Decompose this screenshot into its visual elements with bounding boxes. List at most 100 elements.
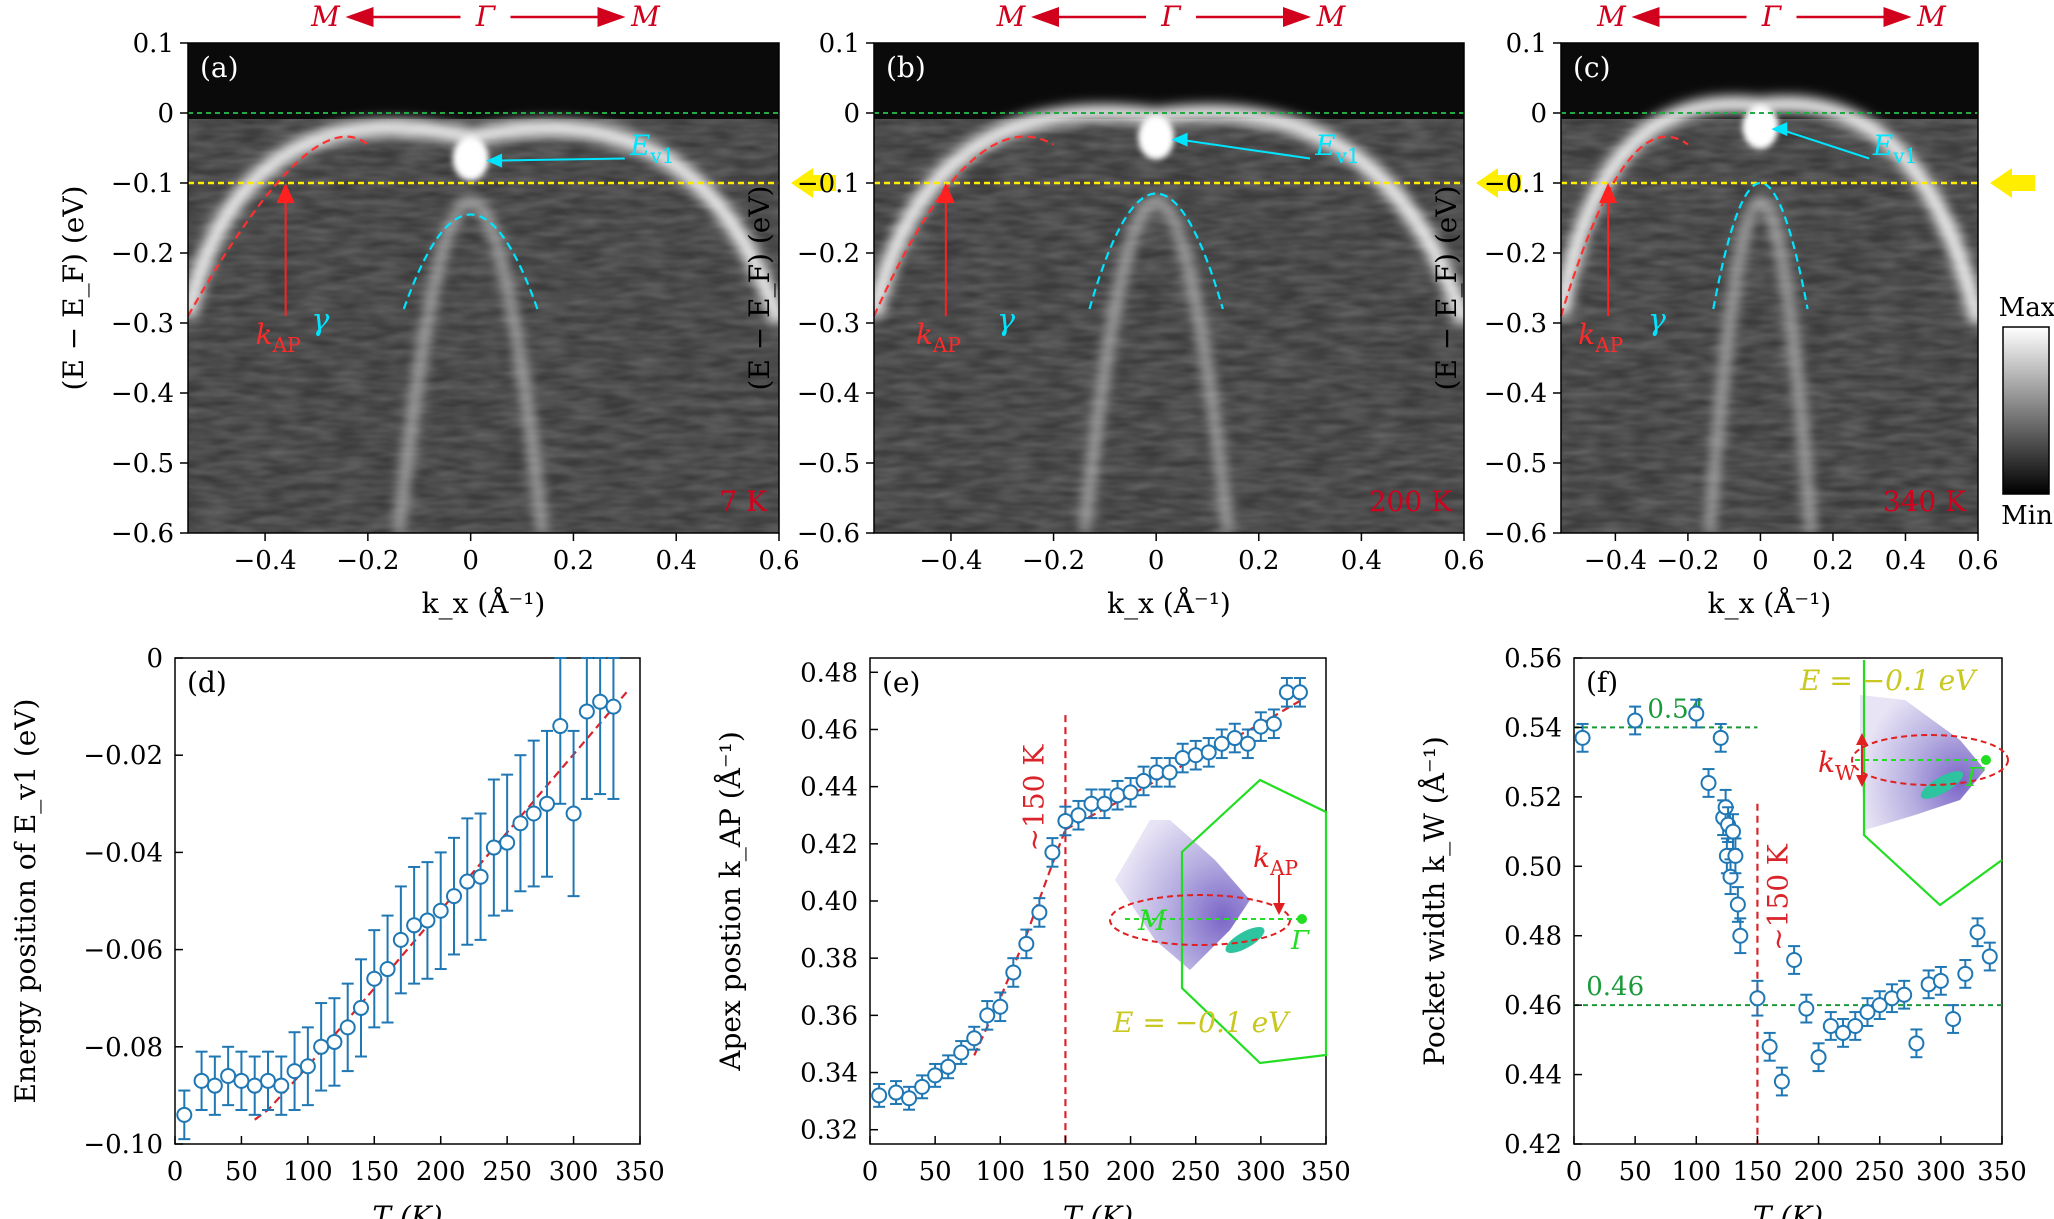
y-tick-label: 0.32 [800, 1116, 858, 1146]
data-point [326, 997, 343, 1087]
x-tick-label: 0.2 [1238, 546, 1279, 576]
y-tick-label: 0.46 [800, 715, 858, 745]
data-point [1732, 917, 1749, 955]
marker [979, 1007, 996, 1024]
colorbar-max-label: Max [1999, 293, 2054, 323]
apex-spot [1742, 105, 1779, 149]
kap-label: kAP [256, 318, 301, 357]
x-tick-label: 0 [862, 1157, 879, 1187]
arrow-right-head [1283, 7, 1311, 27]
direction-right-label: M [1916, 0, 1947, 33]
energy-inset-label: E = −0.1 eV [1112, 1006, 1291, 1039]
y-tick-label: 0.50 [1504, 852, 1562, 882]
y-tick-label: 0.1 [133, 29, 174, 59]
dark-band-above-fermi [188, 43, 779, 119]
marker [1135, 772, 1152, 789]
gamma-label: γ [1648, 303, 1666, 338]
data-point [1252, 711, 1269, 742]
marker [1252, 718, 1269, 735]
y-tick-label: −0.08 [83, 1033, 163, 1063]
temperature-label: 7 K [719, 485, 768, 518]
marker [578, 703, 595, 720]
data-point [246, 1055, 263, 1116]
data-point [953, 1040, 970, 1065]
marker [446, 888, 462, 905]
apex-band-guide [872, 135, 1055, 317]
x-tick-label: 50 [1619, 1157, 1652, 1187]
gamma-band-guide [402, 213, 539, 310]
x-axis-label: k_x (Å⁻¹) [1107, 587, 1231, 620]
marker [927, 1067, 944, 1084]
y-axis-label: (E − E_F) (eV) [1430, 186, 1463, 391]
direction-left-label: M [1596, 0, 1627, 33]
marker [1724, 823, 1741, 840]
data-point [992, 991, 1009, 1023]
data-point [1213, 728, 1230, 760]
gamma-band [1079, 196, 1233, 533]
x-tick-label: 0 [1148, 546, 1165, 576]
energy-inset-label: E = −0.1 eV [1799, 664, 1978, 697]
marker [286, 1063, 303, 1080]
apex-band-guide [1559, 135, 1689, 317]
marker [1871, 997, 1888, 1014]
marker [1786, 952, 1803, 969]
marker [1213, 735, 1230, 752]
data-point [552, 657, 569, 805]
marker [299, 1058, 316, 1075]
x-tick-label: 200 [1106, 1157, 1156, 1187]
y-tick-label: −0.1 [111, 169, 174, 199]
ev1-label: Ev1 [629, 129, 675, 168]
colorbar-gradient [2002, 326, 2050, 495]
arpes-image [188, 43, 779, 533]
y-tick-label: 0.48 [800, 658, 858, 688]
data-point [979, 1000, 996, 1031]
ev1-arrow-head [486, 153, 503, 168]
y-tick-label: −0.6 [111, 519, 174, 549]
data-point [1057, 805, 1074, 837]
marker [1109, 787, 1126, 804]
y-axis-label: Apex postion k_AP (Å⁻¹) [714, 731, 747, 1072]
x-tick-label: 300 [1916, 1157, 1966, 1187]
marker [246, 1077, 263, 1094]
marker [206, 1077, 223, 1094]
marker [233, 1072, 250, 1089]
data-point [432, 851, 449, 971]
kw-inset-label: kW [1818, 746, 1856, 785]
ev1-arrow-shaft [1779, 128, 1870, 160]
fermi-surface-inset: kAP M Γ E = −0.1 eV [1109, 778, 1328, 1065]
y-tick-label: −0.02 [83, 741, 163, 771]
axes-frame [1560, 42, 1979, 534]
data-point [1729, 886, 1746, 923]
marker [1932, 972, 1949, 989]
cut-energy-marker [1990, 168, 2035, 198]
arpes-panel-b: kAP Ev1 γ (b) 200 K 0.1 0 −0.1 −0.2 −0.3 −0.4 −0.5 −… [743, 0, 1521, 620]
kap-label: kAP [916, 318, 961, 357]
marker [914, 1078, 931, 1095]
kap-arrow-head [936, 183, 955, 203]
kw-arrow-head-up [1856, 733, 1868, 745]
x-tick-label: 150 [349, 1157, 399, 1187]
marker [1574, 729, 1591, 746]
x-tick-label: 0.6 [1443, 546, 1484, 576]
marker [472, 868, 489, 885]
y-tick-label: −0.1 [1484, 169, 1547, 199]
data-point [1945, 1004, 1962, 1034]
data-point [1798, 993, 1815, 1024]
data-point [1291, 677, 1308, 708]
x-tick-label: 200 [1794, 1157, 1844, 1187]
x-tick-label: −0.4 [1584, 546, 1647, 576]
marker [220, 1067, 237, 1084]
arrow-right-head [597, 7, 626, 27]
arrow-left-head [1031, 7, 1059, 27]
reference-hline-label: 0.46 [1586, 972, 1644, 1002]
cut-energy-marker [1476, 168, 1521, 198]
marker [525, 805, 542, 822]
data-point [525, 739, 542, 888]
y-tick-label: 0.54 [1504, 713, 1562, 743]
marker [406, 917, 423, 934]
x-tick-label: 50 [225, 1157, 258, 1187]
gamma-band-guide [1088, 192, 1224, 310]
x-tick-label: 0.4 [656, 546, 697, 576]
y-tick-label: 0.36 [800, 1001, 858, 1031]
data-point [1083, 788, 1100, 820]
